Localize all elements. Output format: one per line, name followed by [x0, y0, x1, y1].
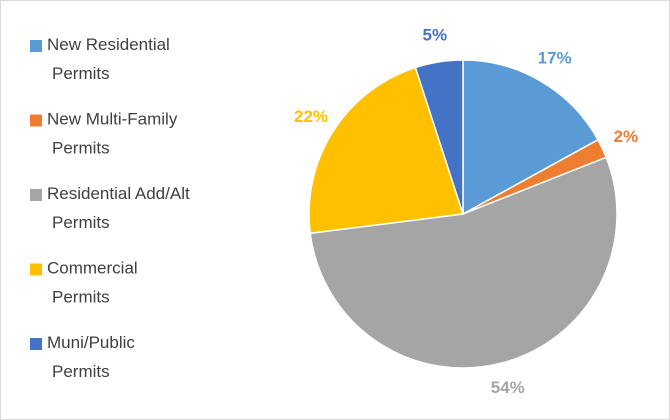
pie-slice: [309, 156, 618, 369]
pie-slice: [308, 66, 464, 235]
data-label: 2%: [614, 127, 639, 146]
legend-swatch: [30, 40, 42, 52]
legend-label: Residential Add/Alt Permits: [47, 184, 194, 232]
legend-label: New Multi-Family Permits: [47, 110, 182, 158]
legend-label: Commercial Permits: [47, 259, 142, 307]
legend-label: Muni/Public Permits: [47, 333, 140, 381]
data-label: 17%: [538, 49, 572, 68]
pie-slice: [462, 59, 599, 216]
data-label: 22%: [294, 107, 328, 126]
legend-swatch: [30, 114, 42, 127]
legend-swatch: [30, 189, 42, 201]
data-label: 54%: [491, 378, 525, 397]
legend-swatch: [30, 263, 42, 276]
pie-slice: [414, 59, 464, 215]
legend-label: New Residential Permits: [47, 35, 175, 83]
legend-swatch: [30, 338, 42, 350]
data-label: 5%: [423, 26, 448, 45]
